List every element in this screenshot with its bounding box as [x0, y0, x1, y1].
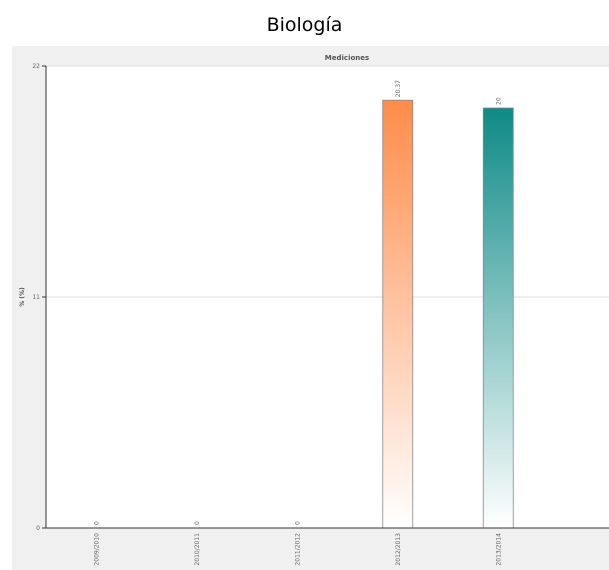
page-title: Biología	[266, 14, 343, 36]
bar-value-label: 20.37	[395, 80, 402, 97]
bar-value-label: 20	[495, 97, 502, 105]
bar-2013-2014	[482, 107, 514, 529]
x-tick-label: 2013/2014	[495, 533, 502, 566]
x-tick-label: 2012/2013	[395, 533, 402, 566]
x-tick-label: 2011/2012	[294, 533, 301, 566]
bar-value-label: 0	[93, 521, 100, 525]
y-tick-label: 0	[36, 525, 40, 532]
y-axis-label: % (%)	[19, 287, 26, 307]
y-tick-label: 11	[32, 294, 40, 301]
bar-value-label: 0	[294, 521, 301, 525]
y-tick-label: 22	[32, 63, 40, 70]
chart-panel: Mediciones % (%) 0 11 22 2009/2010 0 2010/20…	[12, 46, 609, 570]
bar-chart: Mediciones % (%) 0 11 22 2009/2010 0 2010/20…	[19, 54, 609, 566]
bar-value-label: 0	[194, 521, 201, 525]
bar-2012-2013	[382, 99, 414, 529]
chart-title: Mediciones	[325, 54, 369, 62]
x-tick-label: 2009/2010	[93, 533, 100, 566]
x-tick-label: 2010/2011	[194, 533, 201, 566]
